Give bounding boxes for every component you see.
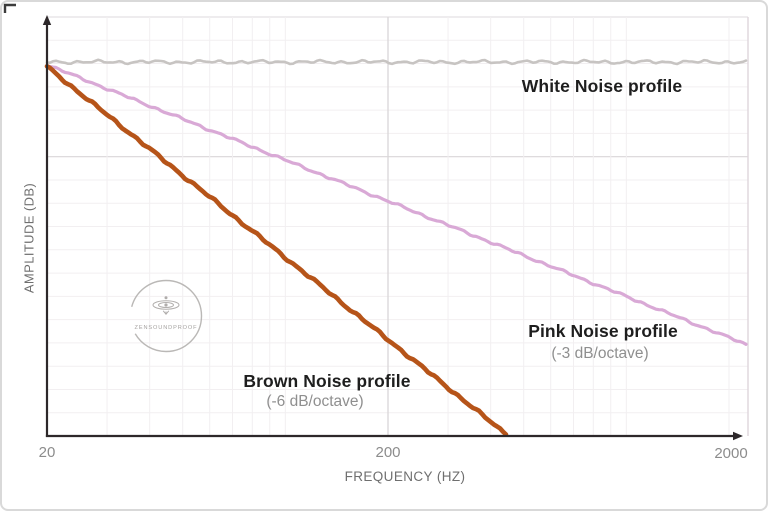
x-axis-arrowhead <box>733 431 743 441</box>
watermark-ring-icon <box>129 279 203 353</box>
x-tick-20: 20 <box>38 444 56 461</box>
brown-noise-sublabel: (-6 dB/octave) <box>266 393 364 410</box>
x-tick-2000: 2000 <box>714 445 748 462</box>
pink-noise-sublabel: (-3 dB/octave) <box>551 345 649 362</box>
corner-mark-icon <box>3 3 16 13</box>
x-axis-title: FREQUENCY (HZ) <box>344 469 466 484</box>
white-noise-curve <box>45 58 748 66</box>
zensoundproof-watermark: ZENSOUNDPROOF <box>129 279 203 353</box>
x-tick-200: 200 <box>375 444 401 461</box>
y-axis-arrowhead <box>42 15 52 25</box>
white-noise-label: White Noise profile <box>521 76 683 96</box>
pink-noise-label: Pink Noise profile <box>528 321 678 341</box>
watermark-text: ZENSOUNDPROOF <box>135 325 198 331</box>
y-axis-title: AMPLITUDE (DB) <box>21 182 37 294</box>
brown-noise-label: Brown Noise profile <box>243 371 411 391</box>
brown-noise-curve <box>44 64 509 437</box>
lotus-eye-icon <box>152 296 180 315</box>
pink-noise-curve <box>45 63 748 346</box>
